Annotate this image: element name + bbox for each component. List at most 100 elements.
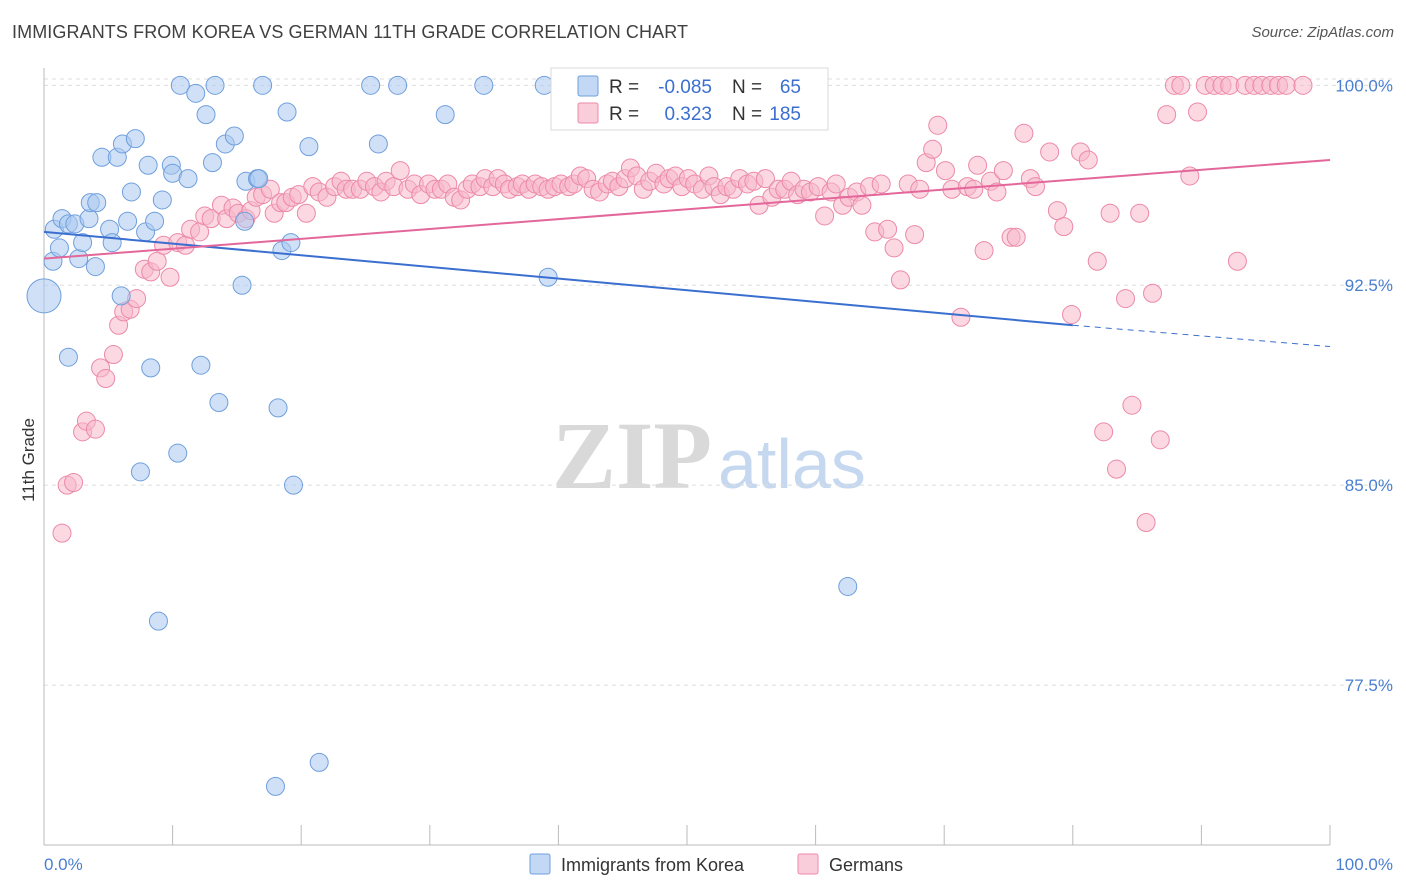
trend-lines bbox=[43, 158, 1331, 348]
german-point bbox=[1054, 217, 1074, 237]
korea-point bbox=[130, 462, 150, 482]
korea-point bbox=[191, 355, 211, 375]
y-tick-label: 85.0% bbox=[1345, 476, 1393, 495]
german-point bbox=[64, 472, 84, 492]
korea-point bbox=[138, 155, 158, 175]
german-point bbox=[127, 289, 147, 309]
korea-point bbox=[368, 134, 388, 154]
korea-point bbox=[69, 249, 89, 269]
german-point bbox=[826, 174, 846, 194]
german-r-label: R = bbox=[609, 104, 639, 125]
korea-point bbox=[102, 233, 122, 253]
german-point bbox=[1143, 283, 1163, 303]
german-point bbox=[85, 419, 105, 439]
korea-point bbox=[232, 275, 252, 295]
x-tick-label-max: 100.0% bbox=[1335, 855, 1393, 874]
german-point bbox=[1136, 512, 1156, 532]
korea-point bbox=[202, 153, 222, 173]
german-point bbox=[103, 345, 123, 365]
korea-point bbox=[152, 190, 172, 210]
korea-point bbox=[170, 75, 190, 95]
german-point bbox=[884, 238, 904, 258]
korea-point bbox=[209, 393, 229, 413]
y-tick-labels: 77.5% 85.0% 92.5% 100.0% bbox=[1335, 76, 1393, 695]
german-point bbox=[878, 219, 898, 239]
korea-point bbox=[235, 211, 255, 231]
german-trend-line bbox=[43, 158, 1331, 260]
korea-point bbox=[148, 611, 168, 631]
german-point bbox=[815, 206, 835, 226]
german-point bbox=[1150, 430, 1170, 450]
german-point bbox=[852, 195, 872, 215]
korea-n-value: 65 bbox=[780, 77, 801, 98]
korea-point bbox=[283, 475, 303, 495]
axes bbox=[43, 68, 1331, 846]
german-point bbox=[1107, 459, 1127, 479]
german-point bbox=[160, 267, 180, 287]
korea-point bbox=[79, 209, 99, 229]
korea-point bbox=[49, 238, 69, 258]
german-point bbox=[147, 251, 167, 271]
german-r-value: 0.323 bbox=[664, 104, 712, 125]
chart-title: IMMIGRANTS FROM KOREA VS GERMAN 11TH GRA… bbox=[12, 22, 689, 42]
korea-point bbox=[58, 347, 78, 367]
korea-point bbox=[141, 358, 161, 378]
korea-point bbox=[281, 233, 301, 253]
german-point bbox=[974, 241, 994, 261]
german-point bbox=[871, 174, 891, 194]
german-point bbox=[52, 523, 72, 543]
german-point bbox=[1026, 177, 1046, 197]
german-point bbox=[1014, 123, 1034, 143]
german-point bbox=[1276, 75, 1296, 95]
korea-point bbox=[265, 776, 285, 796]
german-point bbox=[1062, 305, 1082, 325]
german-point bbox=[296, 203, 316, 223]
y-axis-title: 11th Grade bbox=[19, 418, 38, 502]
legend-label-german: Germans bbox=[829, 855, 903, 875]
korea-n-label: N = bbox=[732, 77, 762, 98]
korea-point bbox=[73, 233, 93, 253]
german-point bbox=[1188, 102, 1208, 122]
korea-point bbox=[299, 137, 319, 157]
german-point bbox=[1087, 251, 1107, 271]
korea-point bbox=[268, 398, 288, 418]
korea-point bbox=[111, 286, 131, 306]
legend-swatch-korea bbox=[529, 853, 551, 875]
korea-point bbox=[435, 105, 455, 125]
german-n-value: 185 bbox=[769, 104, 801, 125]
german-point bbox=[96, 369, 116, 389]
german-point bbox=[905, 225, 925, 245]
korea-trend-line bbox=[43, 230, 1073, 327]
german-point bbox=[289, 185, 309, 205]
korea-r-label: R = bbox=[609, 77, 639, 98]
korea-point bbox=[361, 75, 381, 95]
korea-point bbox=[186, 83, 206, 103]
series-legend: Immigrants from Korea Germans bbox=[529, 853, 903, 875]
korea-point bbox=[178, 169, 198, 189]
korea-point bbox=[277, 102, 297, 122]
y-tick-label: 77.5% bbox=[1345, 676, 1393, 695]
korea-points bbox=[26, 75, 858, 796]
german-point bbox=[890, 270, 910, 290]
korea-point bbox=[196, 105, 216, 125]
legend-label-korea: Immigrants from Korea bbox=[561, 855, 745, 875]
x-tick-label-min: 0.0% bbox=[44, 855, 83, 874]
german-point bbox=[1094, 422, 1114, 442]
german-point bbox=[1100, 203, 1120, 223]
korea-point bbox=[224, 126, 244, 146]
korea-point bbox=[253, 75, 273, 95]
german-point bbox=[1157, 105, 1177, 125]
german-point bbox=[1116, 289, 1136, 309]
korea-point bbox=[838, 576, 858, 596]
korea-point bbox=[87, 193, 107, 213]
legend-swatch-german bbox=[797, 853, 819, 875]
german-point bbox=[1293, 75, 1313, 95]
korea-r-value: -0.085 bbox=[658, 77, 712, 98]
korea-point bbox=[474, 75, 494, 95]
german-point bbox=[755, 169, 775, 189]
korea-point bbox=[168, 443, 188, 463]
german-point bbox=[928, 115, 948, 135]
german-point bbox=[1227, 251, 1247, 271]
korea-trend-extension bbox=[1072, 324, 1331, 348]
